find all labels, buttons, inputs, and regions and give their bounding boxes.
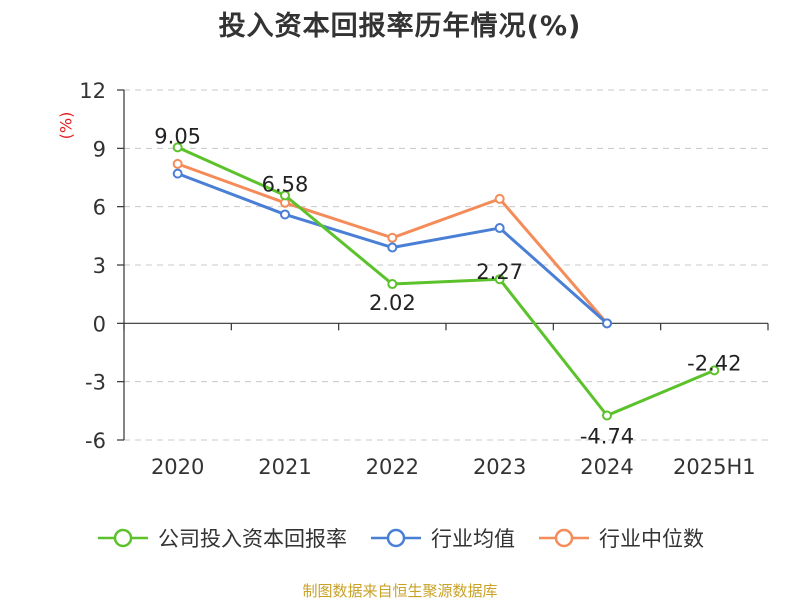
y-tick-label: 0 [93, 312, 106, 336]
orange-line-marker-icon [539, 528, 589, 548]
data-point [709, 365, 720, 376]
x-tick-label: 2022 [366, 455, 419, 479]
x-tick-label: 2023 [473, 455, 526, 479]
data-point [387, 242, 398, 253]
legend-label: 行业均值 [431, 527, 515, 551]
data-point [494, 274, 505, 285]
data-label: -4.74 [580, 425, 634, 449]
legend-item-industry-mean[interactable]: 行业均值 [369, 523, 515, 553]
data-point [494, 193, 505, 204]
x-tick-label: 2024 [580, 455, 633, 479]
x-tick-label: 2025H1 [673, 455, 756, 479]
chart-title: 投入资本回报率历年情况(%) [218, 11, 582, 42]
y-tick-label: 6 [93, 196, 106, 220]
data-point [280, 209, 290, 220]
data-label: -2.42 [687, 351, 741, 375]
data-point [280, 190, 290, 201]
x-tick-label: 2020 [151, 455, 204, 479]
data-label: 6.58 [262, 172, 309, 196]
data-point [172, 168, 183, 179]
data-label: 2.02 [369, 291, 416, 315]
line-chart: -6 -3 0 3 6 9 12 2020 2021 2022 2023 2024 2025H1 9.0… [79, 79, 769, 479]
y-tick-label: -3 [85, 371, 106, 395]
y-tick-label: 9 [93, 137, 106, 161]
green-line-marker-icon [98, 528, 148, 548]
data-point [602, 318, 612, 329]
data-point [172, 158, 183, 169]
series-line-0 [177, 145, 715, 417]
legend-label: 公司投入资本回报率 [158, 527, 347, 551]
data-point [387, 279, 398, 290]
legend-item-company-roic[interactable]: 公司投入资本回报率 [96, 523, 347, 553]
y-tick-label: 12 [79, 79, 106, 103]
data-point [602, 410, 612, 421]
data-label: 2.27 [476, 260, 523, 284]
data-point [172, 142, 183, 153]
y-tick-label: -6 [85, 429, 106, 453]
data-point [387, 232, 398, 243]
blue-line-marker-icon [371, 528, 421, 548]
data-label: 9.05 [154, 124, 201, 148]
y-tick-label: 3 [93, 254, 106, 278]
x-tick-label: 2021 [258, 455, 311, 479]
source-note: 制图数据来自恒生聚源数据库 [302, 582, 498, 600]
data-point [494, 223, 505, 234]
legend-label: 行业中位数 [599, 527, 704, 551]
legend-item-industry-median[interactable]: 行业中位数 [537, 523, 704, 553]
legend: 公司投入资本回报率 行业均值 行业中位数 [0, 520, 800, 556]
